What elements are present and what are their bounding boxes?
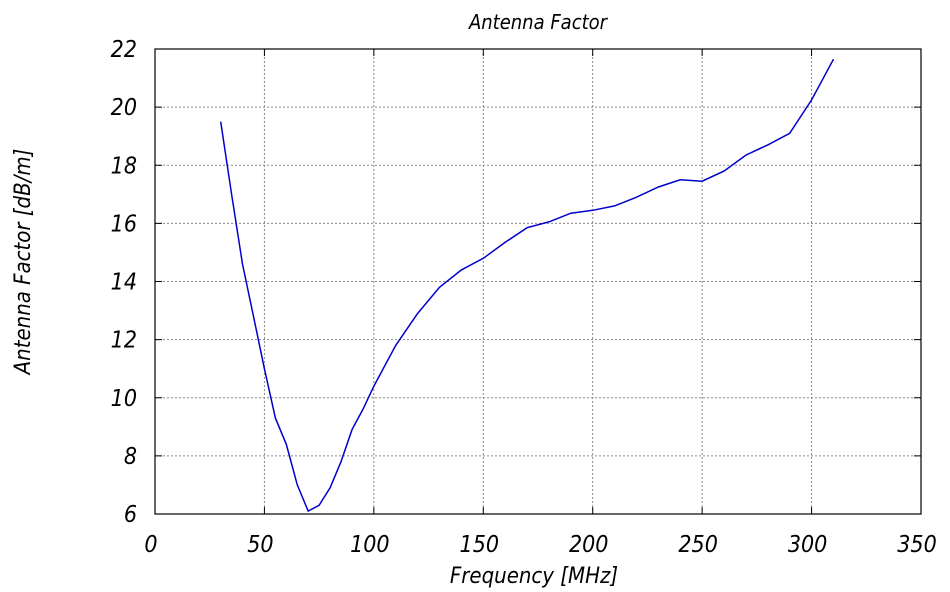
x-tick-label: 250 (678, 532, 718, 558)
y-tick-label: 20 (111, 95, 137, 121)
y-axis-label: Antenna Factor [dB/m] (11, 149, 36, 377)
y-tick-label: 16 (111, 211, 137, 237)
y-tick-label: 22 (111, 37, 137, 63)
x-tick-label: 50 (247, 532, 273, 558)
x-tick-label: 0 (144, 532, 157, 558)
series-line (219, 58, 835, 513)
plot-frame (154, 48, 922, 515)
chart-title: Antenna Factor (468, 10, 609, 34)
x-tick-labels: 0 50 100 150 200 250 300 350 (144, 532, 936, 558)
y-tick-label: 18 (111, 153, 137, 179)
y-tick-labels: 6 8 10 12 14 16 18 20 22 (111, 37, 137, 528)
y-tick-label: 8 (124, 444, 137, 470)
grid (155, 49, 921, 514)
y-tick-label: 12 (111, 328, 137, 354)
y-tick-label: 6 (124, 502, 137, 528)
x-axis-label: Frequency [MHz] (450, 564, 618, 589)
y-tick-label: 14 (111, 270, 137, 296)
axis-ticks (154, 48, 922, 515)
x-tick-label: 200 (569, 532, 609, 558)
x-tick-label: 350 (897, 532, 937, 558)
y-tick-label: 10 (111, 386, 137, 412)
x-tick-label: 300 (788, 532, 828, 558)
x-tick-label: 100 (350, 532, 390, 558)
x-tick-label: 150 (460, 532, 500, 558)
